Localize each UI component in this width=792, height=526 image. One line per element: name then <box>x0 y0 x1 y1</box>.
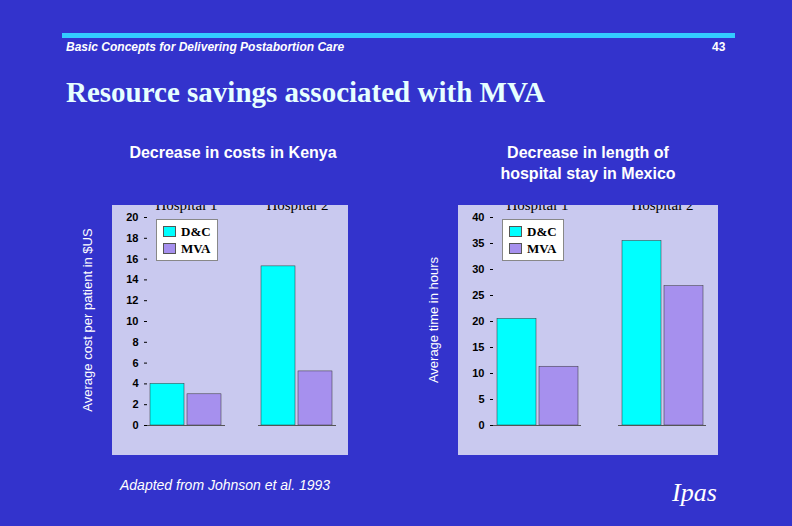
html-text:Adapted from Johnson et al. 19: Adapted from Johnson et al. 1993 <box>120 477 331 493</box>
html-text:Average time in hours: Average time in hours <box>425 256 441 384</box>
svg-text:0: 0 <box>132 419 138 431</box>
svg-text:18: 18 <box>126 232 138 244</box>
svg-text:40: 40 <box>472 211 484 223</box>
svg-text:10: 10 <box>126 315 138 327</box>
html-text:Resource savings associated wi: Resource savings associated with MVA <box>66 76 545 108</box>
svg-text:35: 35 <box>472 237 484 249</box>
svg-text:20: 20 <box>472 315 484 327</box>
svg-text:Hospital 2: Hospital 2 <box>631 205 693 213</box>
svg-text:2: 2 <box>132 398 138 410</box>
html-text:Average cost per patient in $U: Average cost per patient in $US <box>79 228 95 412</box>
html-text:Decrease in length of hospital: Decrease in length of hospital stay in M… <box>500 144 676 182</box>
svg-text:25: 25 <box>472 289 484 301</box>
svg-text:Hospital 1: Hospital 1 <box>155 205 217 213</box>
svg-text:Hospital 2: Hospital 2 <box>266 205 328 213</box>
svg-text:15: 15 <box>472 341 484 353</box>
svg-text:Hospital 1: Hospital 1 <box>506 205 568 213</box>
svg-text:16: 16 <box>126 253 138 265</box>
svg-text:12: 12 <box>126 294 138 306</box>
html-text:MVA: MVA <box>527 241 557 256</box>
html-text:Decrease in costs in Kenya: Decrease in costs in Kenya <box>129 144 337 161</box>
html-text:D&C: D&C <box>181 224 211 239</box>
html-text:43: 43 <box>712 40 726 54</box>
svg-text:10: 10 <box>472 367 484 379</box>
svg-text:0: 0 <box>478 419 484 431</box>
svg-text:6: 6 <box>132 357 138 369</box>
svg-text:20: 20 <box>126 211 138 223</box>
svg-text:14: 14 <box>126 273 139 285</box>
html-text:Ipas: Ipas <box>672 478 717 507</box>
svg-text:5: 5 <box>478 393 484 405</box>
svg-text:30: 30 <box>472 263 484 275</box>
svg-text:8: 8 <box>132 336 138 348</box>
html-text:D&C: D&C <box>527 224 557 239</box>
html-text:MVA: MVA <box>181 241 211 256</box>
svg-text:4: 4 <box>132 377 139 389</box>
html-text:Basic Concepts for Delivering: Basic Concepts for Delivering Postaborti… <box>66 40 345 54</box>
